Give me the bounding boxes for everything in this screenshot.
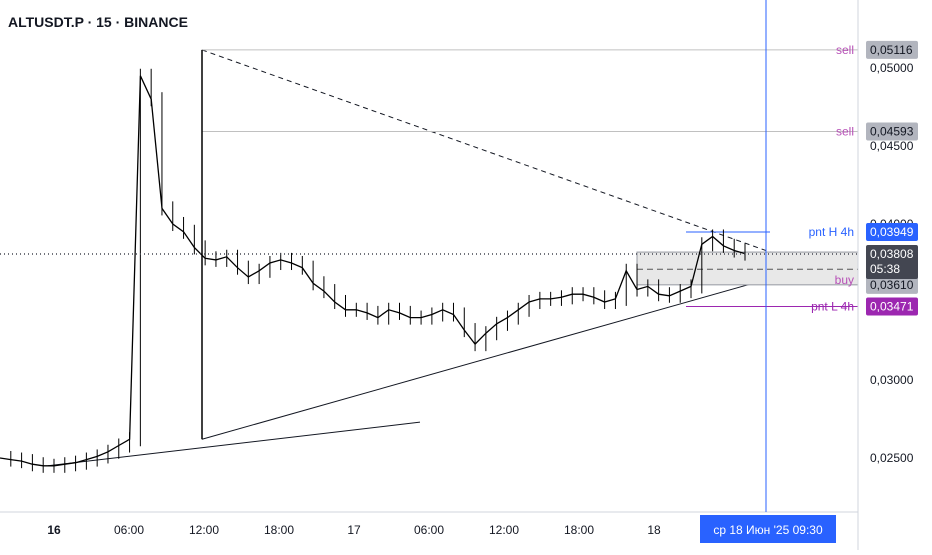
current-price-box [866,244,918,279]
price-label-box [866,40,918,59]
time-tick-label: 17 [347,523,361,537]
price-tick-label: 0,04500 [870,139,914,153]
level-label: buy [835,273,854,287]
level-label: pnt H 4h [809,225,854,239]
crosshair-time-label: ср 18 Июн '25 09:30 [713,523,823,537]
time-axis[interactable]: 16 06:00 12:00 18:00 17 06:00 12:00 18:00 18 [0,511,858,537]
price-tick-label: 0,05000 [870,61,914,75]
time-tick-label: 18:00 [264,523,294,537]
time-tick-label: 12:00 [189,523,219,537]
price-label-text: 0,03949 [870,225,914,239]
level-label: pnt L 4h [811,300,854,314]
price-label-text: 0,04593 [870,124,914,138]
time-tick-label: 16 [47,523,61,537]
price-tick-label: 0,02500 [870,451,914,465]
current-price-text: 0,03808 [870,247,914,261]
price-label-text: 0,05116 [870,43,913,57]
price-label-text: 0,03471 [870,300,914,314]
time-tick-label: 18 [647,523,661,537]
price-label-box [866,275,918,294]
level-label: sell [836,43,854,57]
price-label-text: 0,03610 [870,278,914,292]
buy-zone-rectangle [636,251,859,286]
level-label: sell [836,124,854,138]
time-tick-label: 06:00 [414,523,444,537]
price-label-box [866,122,918,141]
time-tick-label: 12:00 [489,523,519,537]
price-series-line [0,75,746,467]
countdown-text: 05:38 [870,262,900,276]
price-label-box [866,297,918,316]
time-tick-label: 18:00 [564,523,594,537]
price-label-box [866,222,918,241]
time-tick-label: 06:00 [114,523,144,537]
base-trendline [47,421,421,467]
crosshair-time-box [700,515,836,543]
descending-trendline [201,49,859,284]
price-tick-label: 0,03000 [870,373,914,387]
chart-title: ALTUSDT.P · 15 · BINANCE [8,14,188,30]
